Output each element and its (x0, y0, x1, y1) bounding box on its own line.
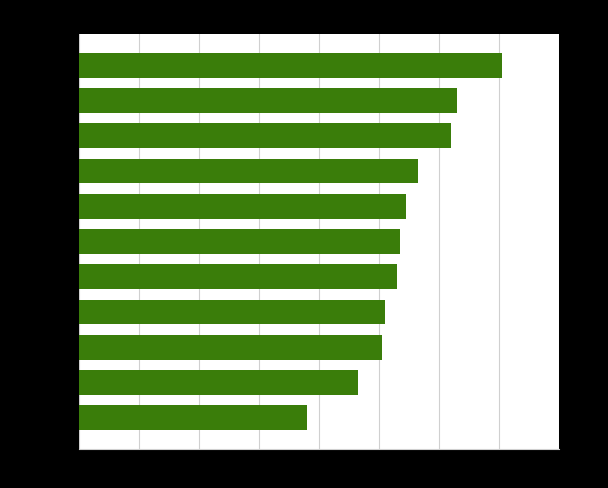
Bar (79, 88, 457, 113)
Bar (79, 159, 418, 183)
Bar (79, 123, 451, 148)
Bar (79, 335, 382, 360)
Bar (79, 53, 502, 78)
Bar (79, 300, 385, 325)
Bar (79, 406, 307, 430)
Bar (79, 229, 400, 254)
Bar (79, 264, 397, 289)
Bar (79, 370, 358, 395)
Bar (79, 194, 406, 219)
